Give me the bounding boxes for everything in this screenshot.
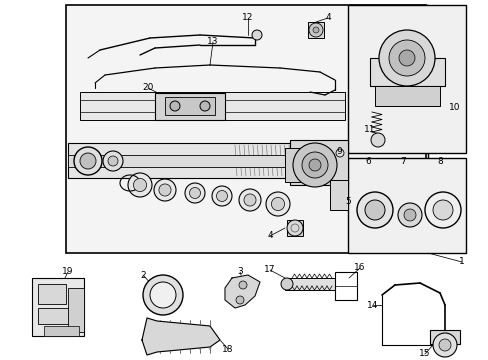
Text: 1: 1 [458, 257, 464, 266]
Circle shape [236, 296, 244, 304]
Bar [347, 5, 465, 153]
Bar [429, 330, 459, 344]
Bar [334, 272, 356, 300]
Bar [307, 22, 324, 38]
Circle shape [388, 40, 424, 76]
Circle shape [308, 159, 320, 171]
Text: 4: 4 [266, 231, 272, 240]
Circle shape [74, 147, 102, 175]
Text: 6: 6 [365, 158, 370, 166]
Bar [32, 278, 84, 336]
Bar [285, 278, 334, 290]
Bar [68, 155, 347, 167]
Bar [80, 92, 345, 120]
Circle shape [286, 220, 303, 236]
Bar [369, 58, 444, 86]
Text: 14: 14 [366, 301, 378, 310]
Circle shape [308, 23, 323, 37]
Circle shape [103, 151, 123, 171]
Circle shape [244, 194, 256, 206]
Bar [286, 220, 303, 236]
Bar [155, 93, 224, 120]
Circle shape [200, 101, 209, 111]
Circle shape [150, 282, 176, 308]
Circle shape [128, 173, 152, 197]
Bar [66, 5, 425, 253]
Circle shape [142, 275, 183, 315]
Circle shape [184, 183, 204, 203]
Circle shape [335, 149, 343, 157]
Circle shape [133, 179, 146, 192]
Circle shape [212, 186, 231, 206]
Circle shape [216, 190, 227, 202]
Circle shape [378, 30, 434, 86]
Bar [68, 288, 84, 332]
Circle shape [397, 203, 421, 227]
Bar [285, 148, 299, 182]
Circle shape [432, 333, 456, 357]
Bar [289, 140, 347, 185]
Circle shape [159, 184, 171, 196]
Circle shape [364, 200, 384, 220]
Text: 20: 20 [142, 84, 153, 93]
Circle shape [251, 30, 262, 40]
Bar [38, 308, 78, 324]
Text: 19: 19 [62, 267, 74, 276]
Circle shape [403, 209, 415, 221]
Bar [347, 158, 465, 253]
Text: 5: 5 [345, 198, 350, 207]
Text: 9: 9 [335, 148, 341, 157]
Text: 7: 7 [399, 158, 405, 166]
Bar [374, 86, 439, 106]
Circle shape [239, 281, 246, 289]
Circle shape [438, 339, 450, 351]
Text: 4: 4 [325, 13, 330, 22]
Circle shape [265, 192, 289, 216]
Circle shape [356, 192, 392, 228]
Circle shape [154, 179, 176, 201]
Text: 12: 12 [242, 13, 253, 22]
Text: 3: 3 [237, 267, 243, 276]
Text: 13: 13 [207, 37, 218, 46]
Text: 16: 16 [353, 264, 365, 273]
Circle shape [170, 101, 180, 111]
Circle shape [108, 156, 118, 166]
Circle shape [281, 278, 292, 290]
Circle shape [80, 153, 96, 169]
Circle shape [312, 27, 318, 33]
Circle shape [432, 200, 452, 220]
Text: 15: 15 [418, 350, 430, 359]
Circle shape [398, 50, 414, 66]
Circle shape [302, 152, 327, 178]
Text: 8: 8 [436, 158, 442, 166]
Text: 17: 17 [264, 266, 275, 274]
Bar [38, 284, 66, 304]
Circle shape [271, 197, 284, 211]
Bar [329, 180, 347, 210]
Text: 2: 2 [140, 270, 145, 279]
Text: 18: 18 [222, 345, 233, 354]
Circle shape [292, 143, 336, 187]
Bar [44, 326, 79, 336]
Circle shape [239, 189, 261, 211]
Bar [164, 97, 215, 115]
Text: 11: 11 [364, 126, 375, 135]
Bar [68, 143, 347, 178]
Circle shape [189, 188, 200, 198]
Circle shape [370, 133, 384, 147]
Polygon shape [142, 318, 220, 355]
Polygon shape [224, 275, 260, 308]
Text: 10: 10 [448, 103, 460, 112]
